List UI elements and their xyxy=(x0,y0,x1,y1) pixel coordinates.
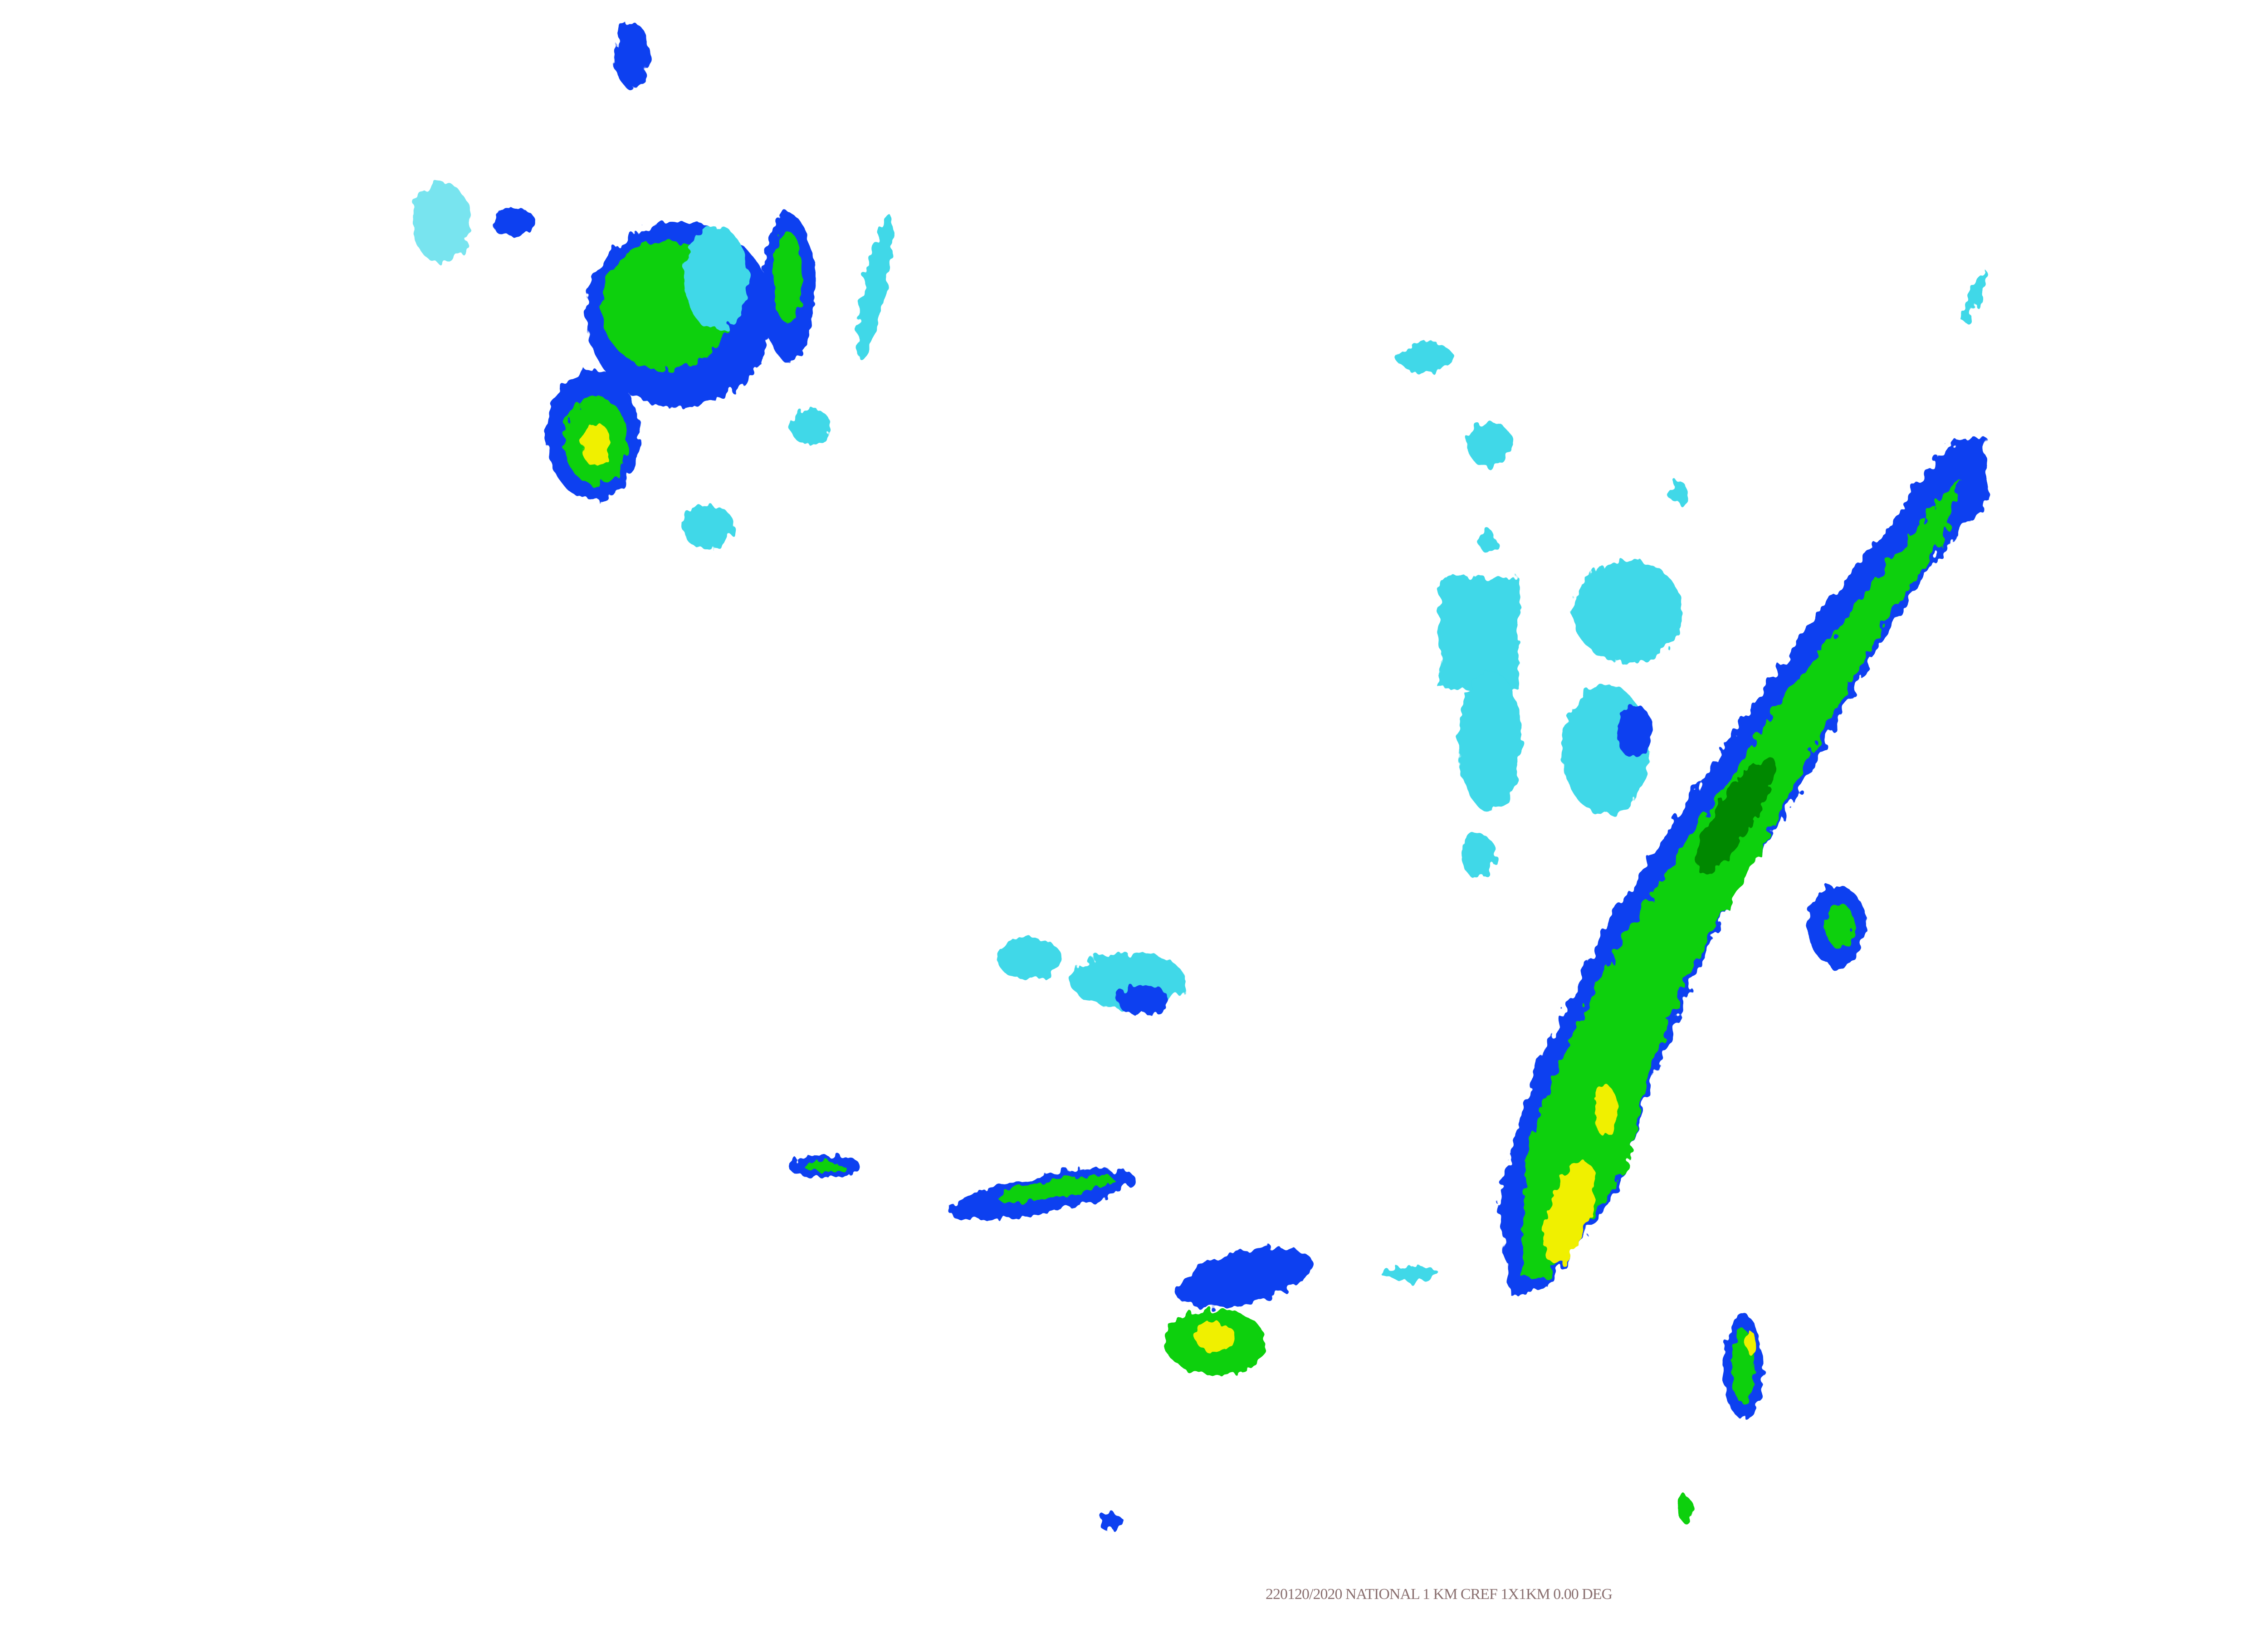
squall-line-echo xyxy=(1497,435,1989,1296)
radar-product-caption: 220120/2020 NATIONAL 1 KM CREF 1X1KM 0.0… xyxy=(1266,1586,1613,1603)
light-echo-areas xyxy=(1396,342,1688,878)
northwest-storm-cluster xyxy=(412,22,894,550)
southern-plains-echo xyxy=(788,937,1439,1530)
southeast-echo xyxy=(1677,270,1987,1522)
